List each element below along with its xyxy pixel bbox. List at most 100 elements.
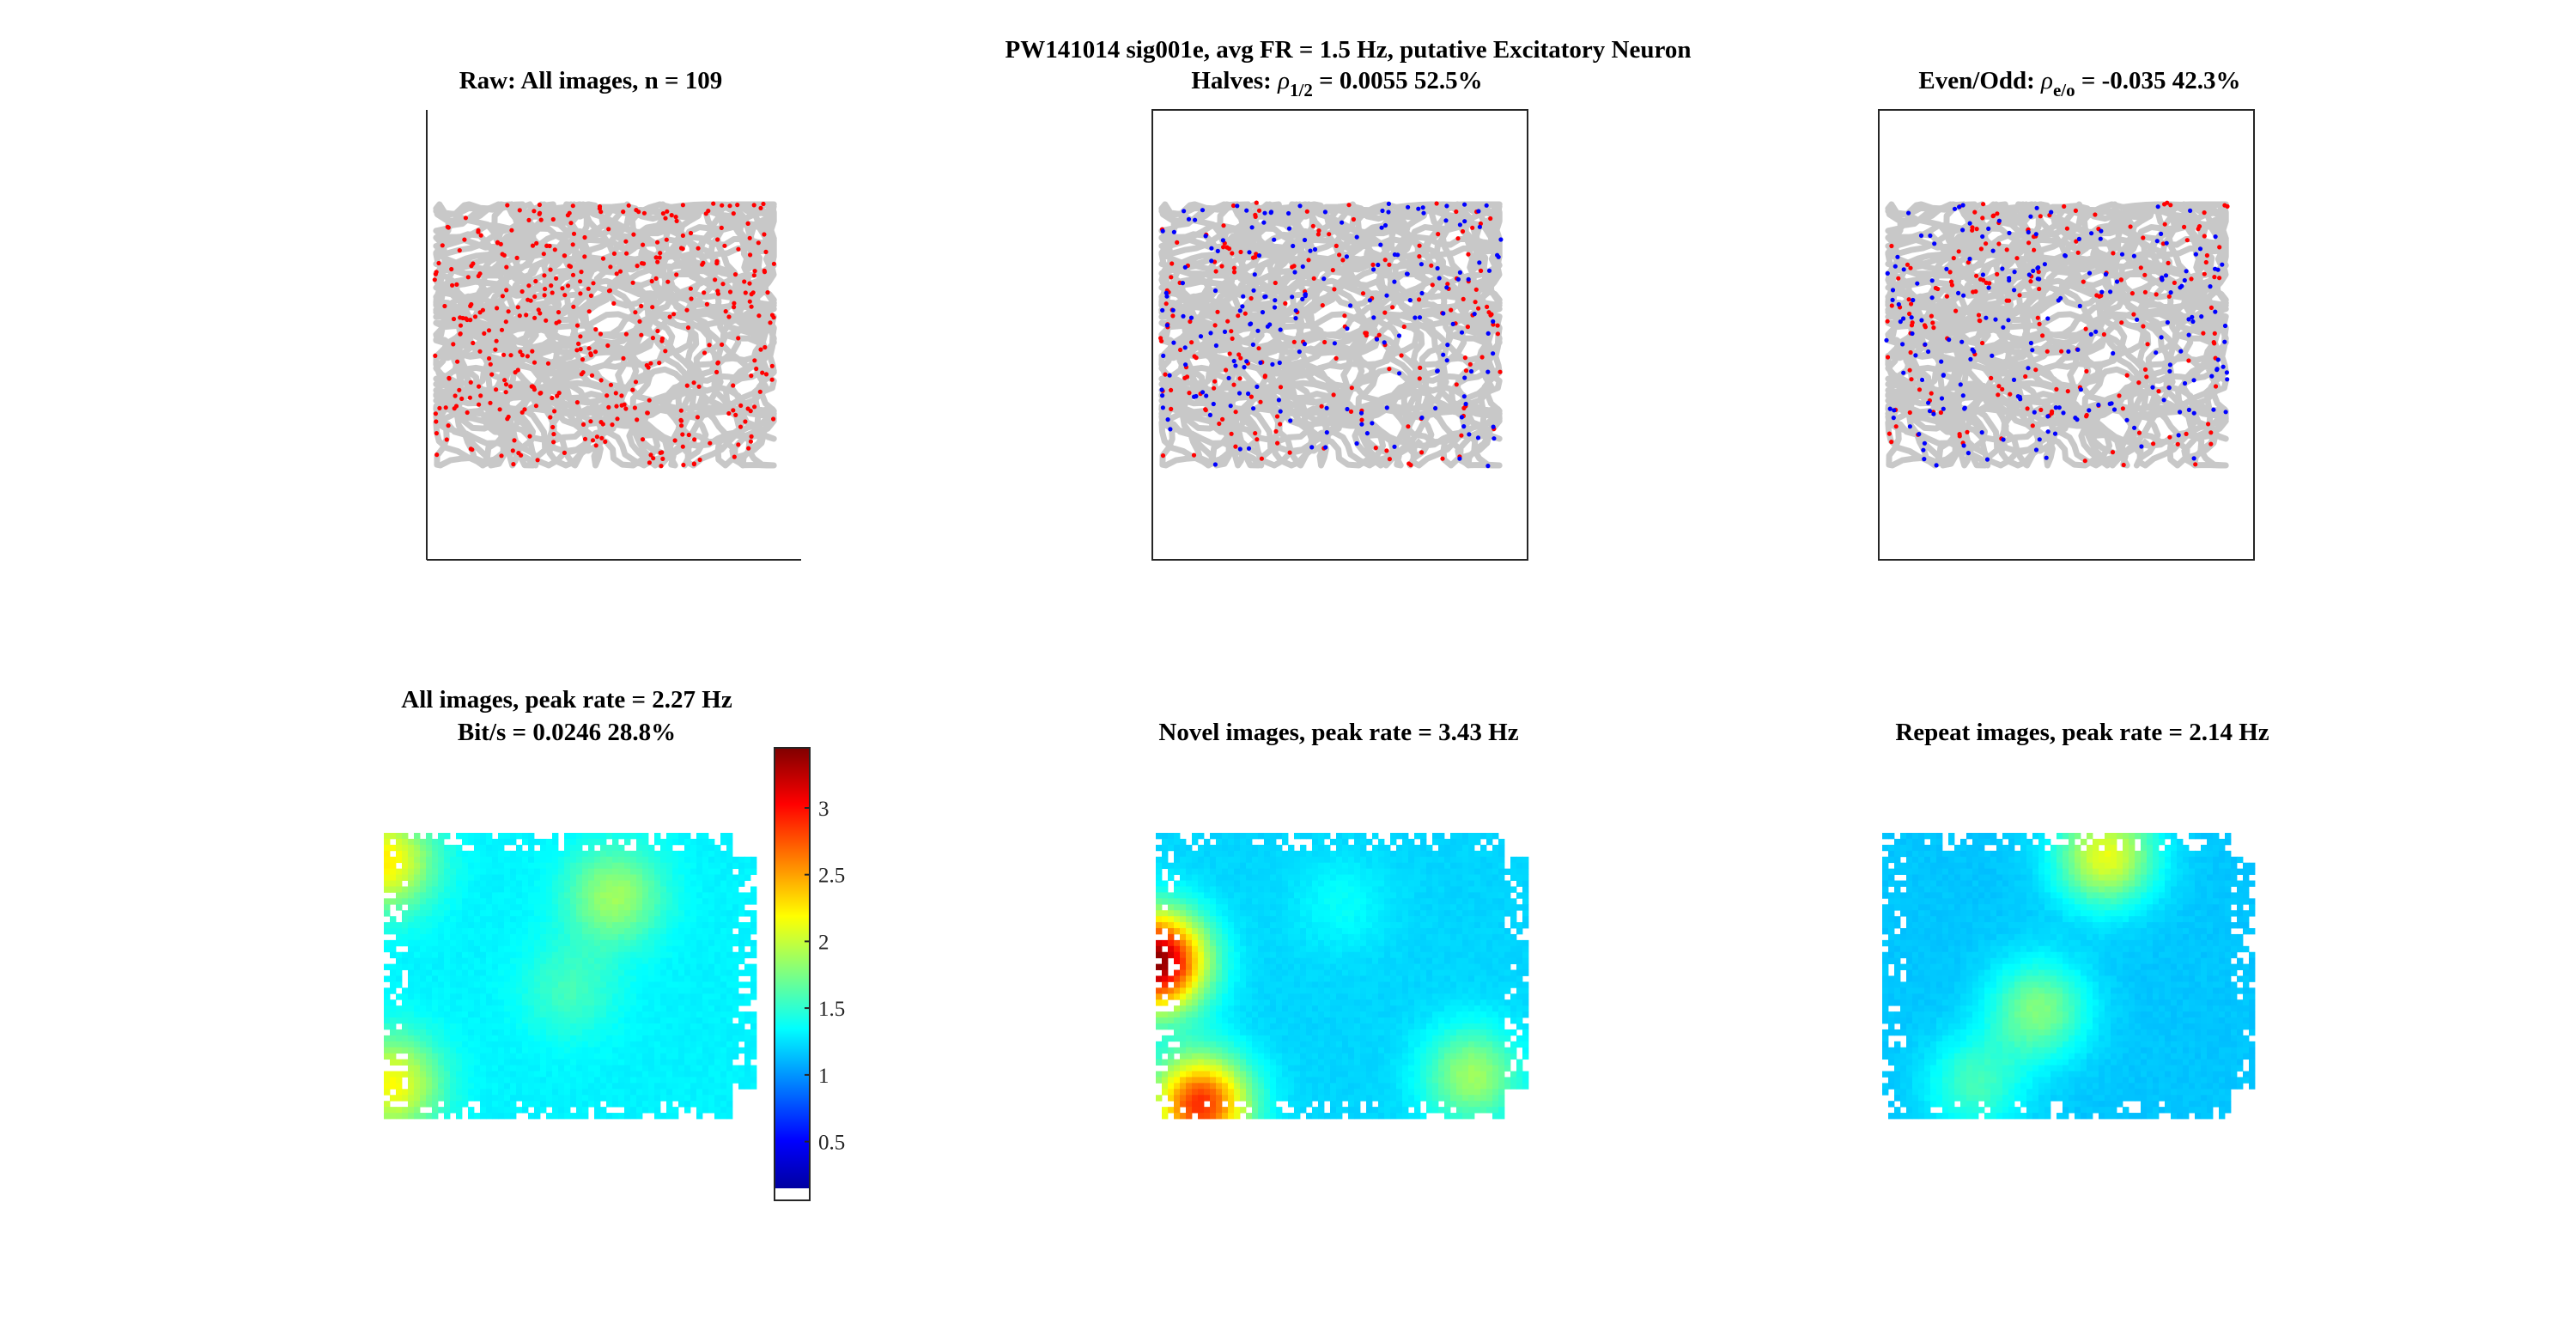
all-map-cell bbox=[480, 1113, 487, 1120]
novel-map-cell bbox=[1270, 868, 1277, 875]
all-map-cell bbox=[684, 975, 691, 982]
halves-spike-point bbox=[1246, 391, 1251, 397]
evenodd-spike-point bbox=[1986, 285, 1991, 290]
all-map-cell bbox=[642, 922, 649, 929]
all-map-cell bbox=[696, 1059, 703, 1066]
novel-map-cell bbox=[1288, 916, 1295, 923]
all-map-cell bbox=[558, 1065, 565, 1072]
all-map-cell bbox=[618, 928, 625, 935]
evenodd-spike-point bbox=[2166, 260, 2171, 265]
all-map-cell bbox=[642, 898, 649, 905]
all-map-cell bbox=[588, 850, 595, 858]
raw-spike-point bbox=[588, 353, 594, 358]
all-map-cell bbox=[450, 1005, 457, 1012]
halves-spike-point bbox=[1344, 254, 1349, 259]
all-map-cell bbox=[432, 1113, 439, 1120]
halves-spike-point bbox=[1241, 294, 1246, 299]
all-map-cell bbox=[564, 1005, 571, 1012]
all-map-cell bbox=[390, 1017, 397, 1024]
all-map-cell bbox=[492, 1011, 499, 1018]
all-map-cell bbox=[666, 1089, 673, 1096]
all-map-cell bbox=[390, 898, 397, 905]
all-map-cell bbox=[564, 916, 571, 923]
novel-map-cell bbox=[1504, 880, 1511, 887]
all-map-cell bbox=[660, 1089, 667, 1096]
all-map-cell bbox=[720, 945, 727, 953]
all-map-cell bbox=[612, 999, 619, 1006]
all-map-cell bbox=[432, 939, 439, 947]
all-map-cell bbox=[444, 898, 451, 905]
evenodd-spike-point bbox=[2052, 431, 2058, 436]
novel-map-cell bbox=[1240, 904, 1247, 911]
evenodd-spike-point bbox=[2168, 203, 2173, 208]
all-map-cell bbox=[618, 1083, 625, 1090]
evenodd-spike-point bbox=[1965, 451, 1971, 456]
raw-spike-point bbox=[632, 405, 638, 410]
halves-spike-point bbox=[1222, 329, 1228, 334]
all-map-cell bbox=[648, 1005, 655, 1012]
novel-map-cell bbox=[1426, 850, 1433, 858]
all-map-cell bbox=[738, 922, 745, 929]
all-map-cell bbox=[414, 999, 421, 1006]
all-map-cell bbox=[456, 969, 463, 976]
all-map-cell bbox=[618, 1071, 625, 1078]
raw-spike-point bbox=[648, 361, 653, 366]
all-map-cell bbox=[540, 904, 547, 911]
all-map-cell bbox=[384, 928, 391, 935]
novel-map-cell bbox=[1252, 856, 1259, 864]
novel-map-cell bbox=[1156, 922, 1163, 929]
evenodd-spike-point bbox=[1960, 393, 1965, 398]
all-map-cell bbox=[480, 898, 487, 905]
all-map-cell bbox=[588, 928, 595, 935]
all-map-cell bbox=[552, 1113, 559, 1120]
all-map-cell bbox=[534, 1011, 541, 1018]
all-map-cell bbox=[444, 1053, 451, 1060]
novel-map-cell bbox=[1246, 922, 1253, 929]
all-map-cell bbox=[546, 862, 553, 870]
all-map-cell bbox=[546, 1035, 553, 1042]
halves-spike-point bbox=[1466, 276, 1471, 282]
all-map-cell bbox=[624, 993, 631, 1000]
all-map-cell bbox=[552, 838, 559, 846]
all-map-cell bbox=[522, 916, 529, 923]
novel-map-cell bbox=[1444, 844, 1451, 852]
all-map-cell bbox=[708, 1035, 715, 1042]
raw-spike-point bbox=[748, 252, 753, 258]
all-map-cell bbox=[522, 933, 529, 941]
all-map-cell bbox=[540, 868, 547, 875]
novel-map-cell bbox=[1456, 904, 1463, 911]
all-map-cell bbox=[738, 933, 745, 941]
all-map-cell bbox=[486, 1029, 493, 1036]
all-map-cell bbox=[600, 1077, 607, 1084]
evenodd-spike-point bbox=[2131, 253, 2136, 258]
all-map-cell bbox=[570, 1053, 577, 1060]
evenodd-spike-point bbox=[2093, 329, 2099, 334]
raw-spike-point bbox=[749, 373, 754, 379]
all-map-cell bbox=[492, 1095, 499, 1102]
halves-spike-point bbox=[1345, 406, 1350, 412]
evenodd-rho-subscript: e/o bbox=[2053, 80, 2075, 100]
raw-spike-point bbox=[614, 404, 619, 409]
all-map-cell bbox=[546, 1113, 553, 1120]
all-map-cell bbox=[552, 999, 559, 1006]
all-map-cell bbox=[552, 1029, 559, 1036]
all-map-cell bbox=[546, 856, 553, 864]
all-map-cell bbox=[720, 1017, 727, 1024]
all-map-cell bbox=[684, 963, 691, 970]
all-map-cell bbox=[636, 1065, 643, 1072]
all-map-cell bbox=[720, 1047, 727, 1054]
halves-spike-point bbox=[1262, 373, 1267, 379]
all-map-cell bbox=[522, 1029, 529, 1036]
all-map-cell bbox=[576, 904, 583, 911]
all-map-cell bbox=[462, 933, 469, 941]
novel-map-cell bbox=[1432, 833, 1439, 840]
evenodd-spike-point bbox=[1901, 370, 1906, 375]
all-map-cell bbox=[696, 1095, 703, 1102]
raw-spike-point bbox=[588, 419, 593, 424]
raw-spike-point bbox=[613, 391, 618, 396]
novel-map-cell bbox=[1378, 886, 1385, 893]
novel-map-cell bbox=[1360, 856, 1367, 864]
novel-map-cell bbox=[1276, 844, 1283, 852]
all-map-cell bbox=[384, 1083, 391, 1090]
all-map-cell bbox=[726, 898, 733, 905]
